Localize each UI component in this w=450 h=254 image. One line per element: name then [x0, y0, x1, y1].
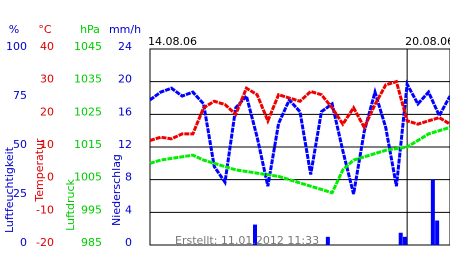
y-tick-label: 1035	[74, 73, 102, 86]
precip-bar	[253, 224, 257, 245]
precip-bar	[430, 179, 435, 245]
y-tick-label: 0	[47, 171, 54, 184]
y-tick-label: 1005	[74, 171, 102, 184]
y-tick-label: 995	[81, 203, 102, 216]
y-tick-label: 1015	[74, 138, 102, 151]
y-tick-label: 16	[118, 105, 132, 118]
y-tick-label: 20	[118, 73, 132, 86]
y-tick-label: 30	[40, 73, 54, 86]
y-tick-label: 1045	[74, 40, 102, 53]
precip-bar	[325, 236, 330, 245]
y-tick-label: 10	[40, 138, 54, 151]
data-line	[149, 125, 450, 195]
y-tick-label: 0	[20, 236, 27, 249]
y-tick-label: 40	[40, 40, 54, 53]
y-tick-label: -20	[36, 236, 54, 249]
x-tick-label: 20.08.06	[405, 35, 450, 48]
axis-unit: %	[9, 23, 19, 36]
axis-label: Niederschlag	[110, 154, 123, 226]
y-tick-label: 50	[13, 138, 27, 151]
y-tick-label: 985	[81, 236, 102, 249]
precip-bar	[403, 236, 407, 245]
axis-label: Temperatur	[33, 138, 46, 203]
axis-unit: °C	[38, 23, 52, 36]
y-tick-label: 20	[40, 105, 54, 118]
data-line	[149, 79, 450, 142]
y-tick-label: 0	[125, 236, 132, 249]
axis-unit: mm/h	[109, 23, 141, 36]
x-tick-label: 14.08.06	[148, 35, 197, 48]
y-tick-label: 12	[118, 138, 132, 151]
axis-label: Luftdruck	[64, 178, 77, 230]
axis-label: Luftfeuchtigkeit	[3, 146, 16, 233]
plot-frame	[149, 48, 450, 246]
y-tick-label: 8	[125, 171, 132, 184]
y-tick-label: 1025	[74, 105, 102, 118]
y-tick-label: 4	[125, 203, 132, 216]
y-tick-label: 25	[13, 187, 27, 200]
axis-unit: hPa	[80, 23, 100, 36]
y-tick-label: 75	[13, 89, 27, 102]
y-tick-label: 100	[6, 40, 27, 53]
footer: Erstellt: 11.01.2012 11:33	[175, 234, 319, 247]
precip-bar	[398, 232, 403, 245]
y-tick-label: -10	[36, 203, 54, 216]
y-tick-label: 24	[118, 40, 132, 53]
precip-bar	[435, 220, 440, 245]
